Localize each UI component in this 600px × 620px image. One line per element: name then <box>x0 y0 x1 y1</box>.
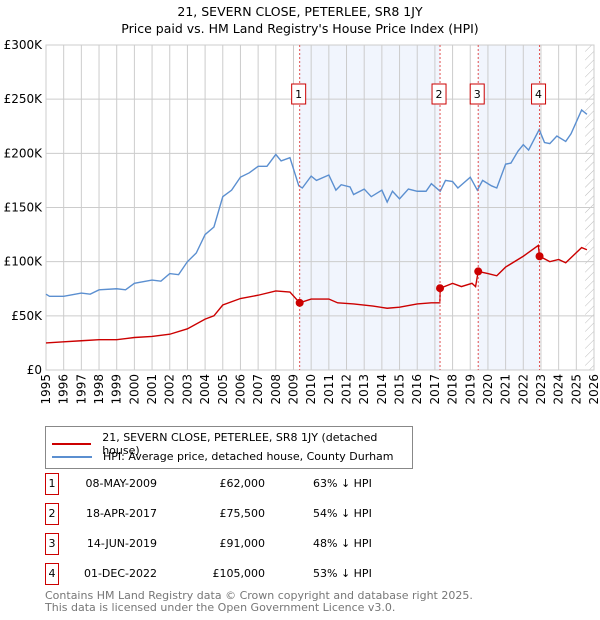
x-tick-label: 1998 <box>92 374 106 405</box>
sale-row: 3 14-JUN-2019 £91,000 48% ↓ HPI <box>45 533 445 559</box>
x-tick-label: 2023 <box>534 374 548 405</box>
sale-hpi-diff: 48% ↓ HPI <box>313 537 372 550</box>
legend-swatch-blue <box>52 455 92 458</box>
x-tick-label: 2005 <box>216 374 230 405</box>
x-tick-label: 2006 <box>233 374 247 405</box>
sale-date: 08-MAY-2009 <box>85 477 157 490</box>
sale-price: £91,000 <box>219 537 266 550</box>
x-tick-label: 2001 <box>145 374 159 405</box>
x-tick-label: 1995 <box>39 374 53 405</box>
x-tick-label: 2011 <box>322 374 336 405</box>
x-tick-label: 2004 <box>198 374 212 405</box>
sale-label-number: 2 <box>436 88 443 101</box>
sale-hpi-diff: 54% ↓ HPI <box>313 507 372 520</box>
sale-label-box <box>531 83 547 105</box>
y-tick-label: £200K <box>4 146 44 160</box>
sale-label-number: 3 <box>474 88 481 101</box>
sale-date: 18-APR-2017 <box>85 507 157 520</box>
x-tick-label: 1996 <box>57 374 71 405</box>
plot-border <box>45 44 595 371</box>
sale-date: 14-JUN-2019 <box>86 537 157 550</box>
x-tick-label: 2003 <box>180 374 194 405</box>
sale-number: 4 <box>45 563 59 585</box>
legend: 21, SEVERN CLOSE, PETERLEE, SR8 1JY (det… <box>45 426 413 469</box>
sale-number: 2 <box>45 503 59 525</box>
sale-label-number: 1 <box>295 88 302 101</box>
x-tick-label: 2000 <box>127 374 141 405</box>
x-tick-label: 2010 <box>304 374 318 405</box>
sale-row: 4 01-DEC-2022 £105,000 53% ↓ HPI <box>45 563 445 589</box>
legend-item-hpi: HPI: Average price, detached house, Coun… <box>52 450 394 463</box>
y-tick-label: £300K <box>4 38 44 52</box>
footer: Contains HM Land Registry data © Crown c… <box>45 590 473 614</box>
sale-number: 3 <box>45 533 59 555</box>
chart-title: 21, SEVERN CLOSE, PETERLEE, SR8 1JY <box>177 4 423 19</box>
x-tick-label: 2002 <box>163 374 177 405</box>
x-tick-label: 2021 <box>499 374 513 405</box>
sale-point <box>474 267 483 276</box>
y-tick-label: £50K <box>11 309 43 323</box>
x-tick-label: 1997 <box>74 374 88 405</box>
sale-hpi-diff: 53% ↓ HPI <box>313 567 372 580</box>
x-tick-label: 2025 <box>569 374 583 405</box>
sale-label-box <box>431 83 447 105</box>
x-tick-label: 2017 <box>428 374 442 405</box>
sale-date: 01-DEC-2022 <box>83 567 157 580</box>
x-tick-label: 2016 <box>410 374 424 405</box>
y-tick-label: £150K <box>4 201 44 215</box>
x-tick-label: 2022 <box>516 374 530 405</box>
sale-price: £75,500 <box>219 507 266 520</box>
x-tick-label: 2013 <box>357 374 371 405</box>
x-tick-label: 2008 <box>269 374 283 405</box>
x-tick-label: 2018 <box>446 374 460 405</box>
sale-point <box>436 284 445 293</box>
chart-subtitle: Price paid vs. HM Land Registry's House … <box>121 21 479 36</box>
property-price-line <box>45 244 588 344</box>
y-tick-label: £250K <box>4 92 44 106</box>
sale-price: £62,000 <box>219 477 266 490</box>
x-tick-label: 2014 <box>375 374 389 405</box>
x-tick-label: 2019 <box>463 374 477 405</box>
x-tick-label: 1999 <box>110 374 124 405</box>
sale-row: 2 18-APR-2017 £75,500 54% ↓ HPI <box>45 503 445 529</box>
y-tick-label: £0 <box>27 363 42 377</box>
legend-swatch-red <box>52 443 92 445</box>
legend-label: HPI: Average price, detached house, Coun… <box>103 450 394 463</box>
sale-label-number: 4 <box>535 88 542 101</box>
sale-hpi-diff: 63% ↓ HPI <box>313 477 372 490</box>
sale-row: 1 08-MAY-2009 £62,000 63% ↓ HPI <box>45 473 445 499</box>
x-tick-label: 2015 <box>393 374 407 405</box>
sale-label-box <box>291 83 307 105</box>
plot-area: 1 2 3 4 1995 1996 1997 1998 1999 2000 2001 2002 2003… <box>4 38 600 405</box>
footer-line-2: This data is licensed under the Open Gov… <box>45 601 396 614</box>
y-tick-label: £100K <box>4 255 44 269</box>
legend-item-property: 21, SEVERN CLOSE, PETERLEE, SR8 1JY (det… <box>52 431 412 457</box>
x-tick-label: 2020 <box>481 374 495 405</box>
hpi-line <box>45 108 588 298</box>
x-tick-label: 2026 <box>587 374 600 405</box>
x-tick-label: 2007 <box>251 374 265 405</box>
footer-line-1: Contains HM Land Registry data © Crown c… <box>45 589 473 602</box>
x-tick-label: 2012 <box>340 374 354 405</box>
x-tick-label: 2024 <box>552 374 566 405</box>
sale-point <box>535 252 544 261</box>
sale-label-box <box>469 83 485 105</box>
sale-price: £105,000 <box>212 567 266 580</box>
x-tick-label: 2009 <box>286 374 300 405</box>
sale-number: 1 <box>45 473 59 495</box>
legend-label: 21, SEVERN CLOSE, PETERLEE, SR8 1JY (det… <box>102 431 378 457</box>
sale-point <box>295 298 304 307</box>
